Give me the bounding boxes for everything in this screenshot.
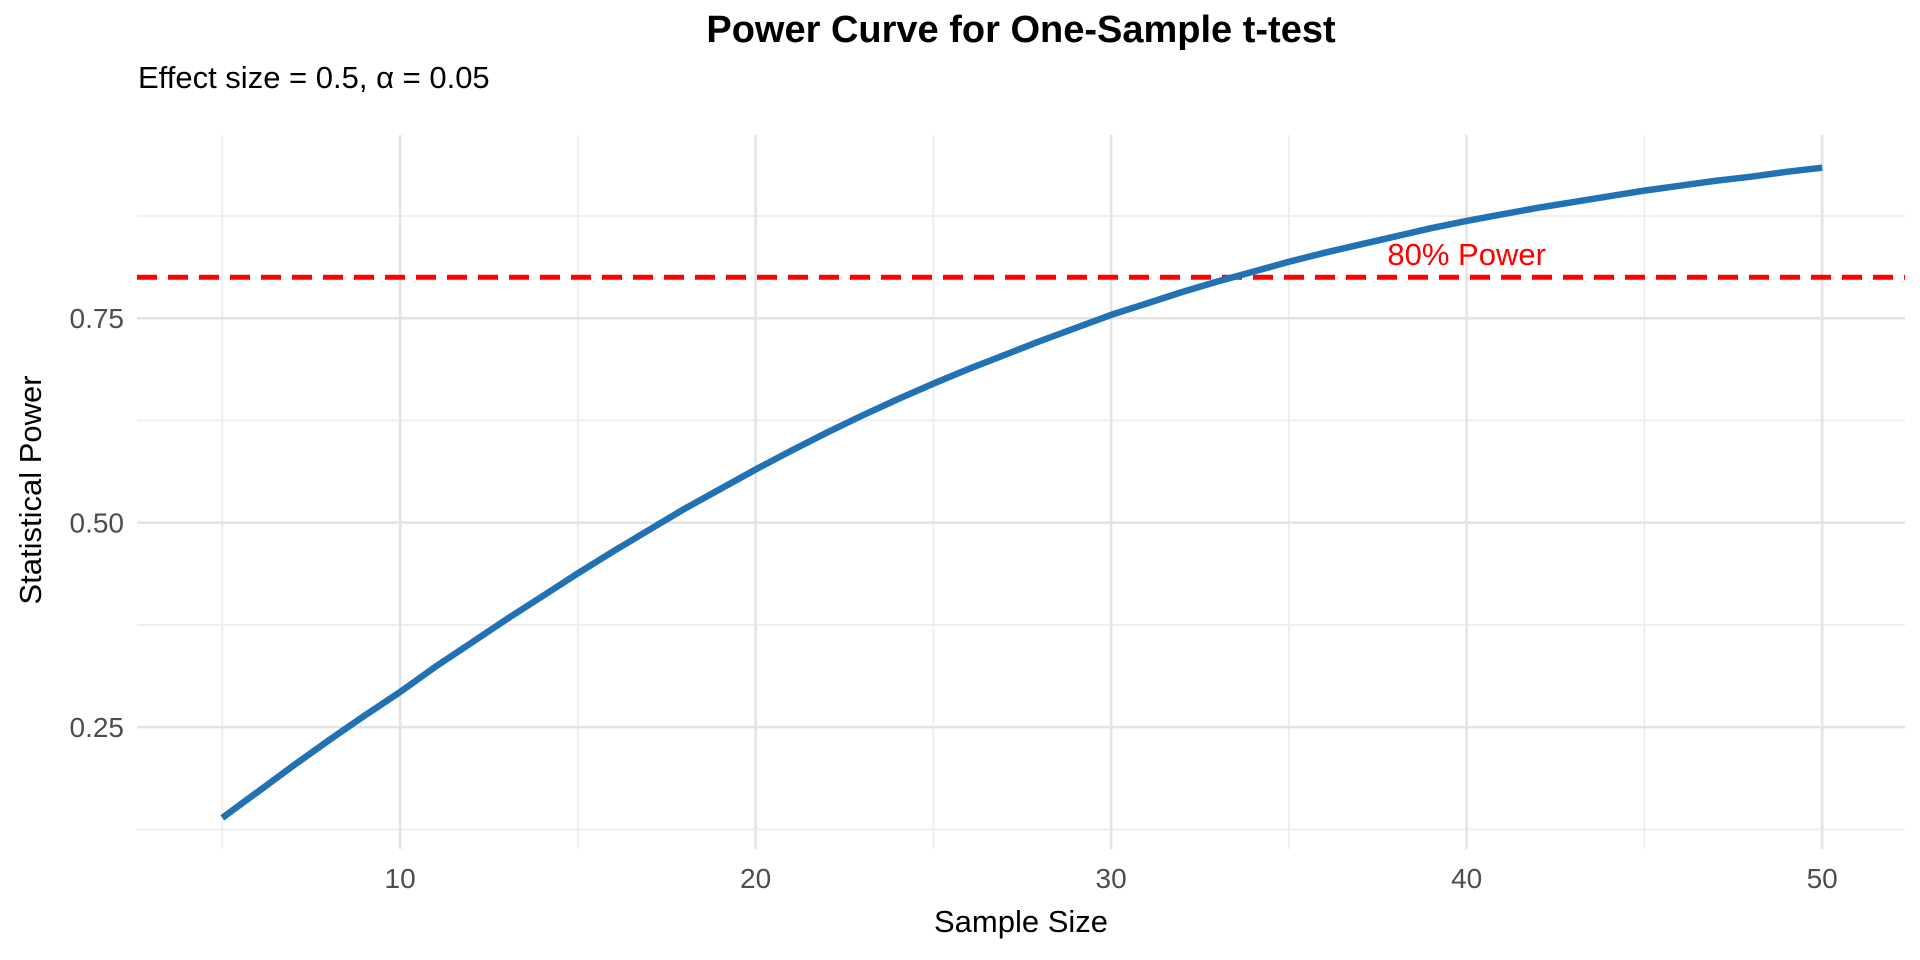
chart-title: Power Curve for One-Sample t-test xyxy=(706,9,1336,51)
x-tick-label: 30 xyxy=(1096,863,1127,894)
x-tick-label: 50 xyxy=(1807,863,1838,894)
x-tick-label: 20 xyxy=(740,863,771,894)
power-curve-line xyxy=(220,164,1823,821)
y-tick-label: 0.25 xyxy=(70,712,125,743)
chart-subtitle: Effect size = 0.5, α = 0.05 xyxy=(138,60,490,95)
y-tick-label: 0.50 xyxy=(70,508,125,539)
y-tick-label: 0.75 xyxy=(70,303,125,334)
reference-line-label: 80% Power xyxy=(1387,236,1546,272)
y-axis-title: Statistical Power xyxy=(13,375,48,605)
x-axis-title: Sample Size xyxy=(933,904,1109,939)
x-tick-label: 40 xyxy=(1451,863,1482,894)
x-tick-label: 10 xyxy=(385,863,416,894)
